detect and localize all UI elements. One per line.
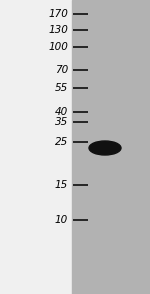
Text: 170: 170 [48,9,68,19]
Bar [72,0,150,294]
Text: 70: 70 [55,65,68,75]
Text: 35: 35 [55,117,68,127]
Ellipse shape [89,141,121,155]
Text: 130: 130 [48,25,68,35]
Text: 15: 15 [55,180,68,190]
Text: 100: 100 [48,42,68,52]
Text: 10: 10 [55,215,68,225]
Text: 40: 40 [55,107,68,117]
Text: 55: 55 [55,83,68,93]
Text: 25: 25 [55,137,68,147]
